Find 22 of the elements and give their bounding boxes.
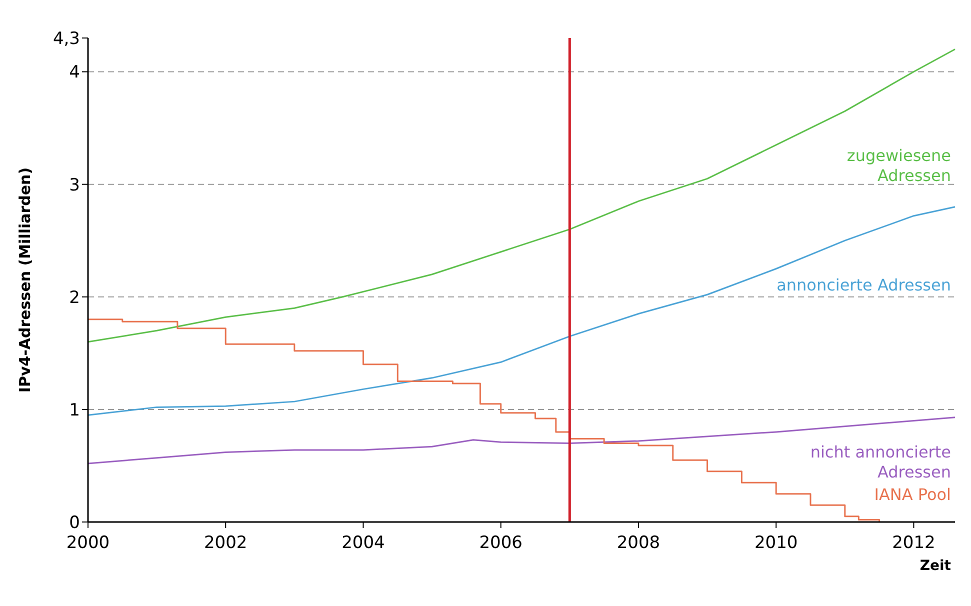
- y-tick-label: 1: [69, 400, 80, 420]
- y-axis-title: IPv4-Adressen (Milliarden): [16, 167, 34, 393]
- series-label: IANA Pool: [874, 485, 951, 504]
- line-series: [87, 416, 956, 464]
- line-series: [87, 206, 956, 416]
- series-label: annoncierte Adressen: [776, 276, 951, 295]
- y-tick-label: 3: [69, 175, 80, 196]
- x-tick-label: 2008: [616, 533, 660, 553]
- x-tick-label: 2002: [204, 533, 248, 553]
- x-tick-label: 2012: [892, 533, 936, 553]
- series-label: nicht annoncierte Adressen: [810, 442, 951, 482]
- y-tick-label: 2: [69, 288, 80, 308]
- x-tick-label: 2010: [754, 533, 798, 553]
- x-tick-label: 2004: [342, 533, 385, 553]
- line-series: [87, 48, 956, 343]
- y-tick-label: 0: [69, 512, 80, 533]
- y-tick-label: 4: [69, 62, 80, 83]
- x-tick-label: 2006: [479, 533, 522, 553]
- x-tick-label: 2000: [66, 533, 110, 553]
- x-axis-title: Zeit: [920, 558, 952, 574]
- y-tick-label: 4,3: [52, 28, 80, 49]
- text: zugewiesene Adressen: [846, 146, 951, 186]
